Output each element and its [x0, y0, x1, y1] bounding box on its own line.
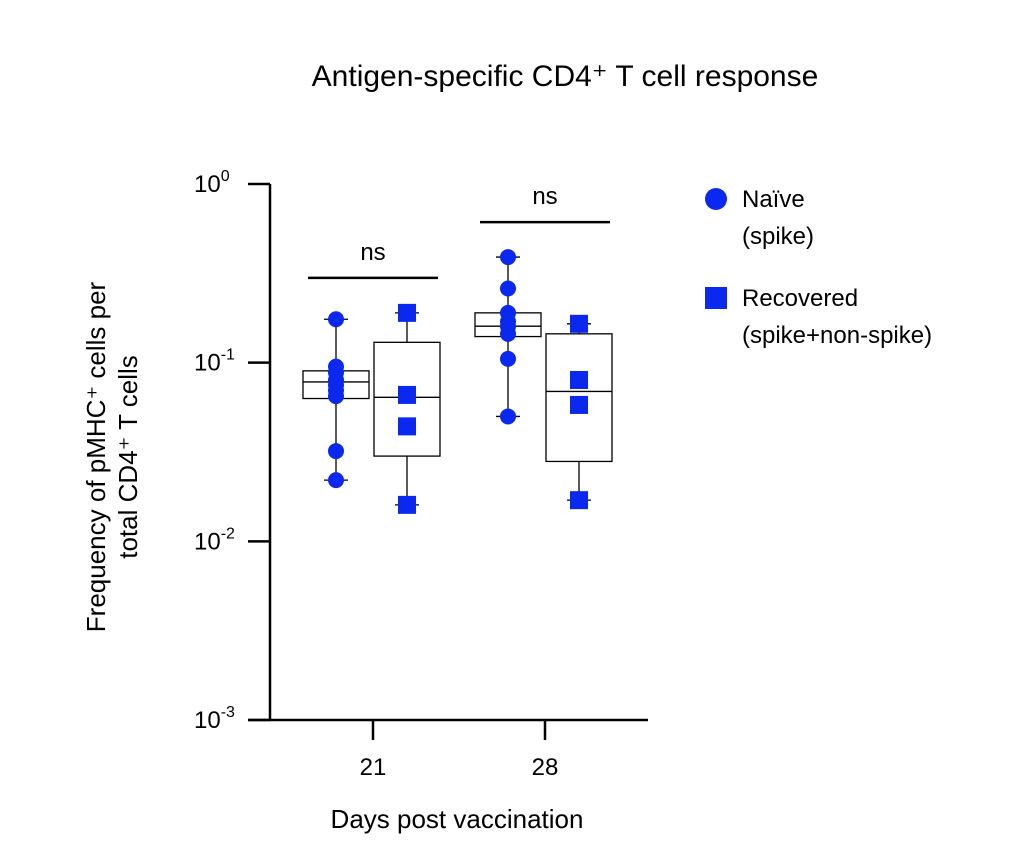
- data-point: [500, 325, 516, 342]
- data-point: [398, 495, 416, 514]
- data-point: [570, 491, 588, 510]
- box-group: [474, 249, 542, 425]
- y-axis-label-line2: total CD4⁺ T cells: [113, 355, 143, 559]
- data-point: [570, 370, 588, 389]
- y-tick-label: 100: [194, 168, 230, 198]
- chart-title: Antigen-specific CD4⁺ T cell response: [312, 60, 819, 93]
- legend: Naïve (spike) Recovered (spike+non-spike): [705, 186, 932, 349]
- data-point: [570, 395, 588, 414]
- legend-label-line2: (spike+non-spike): [742, 322, 932, 349]
- data-point: [328, 388, 344, 405]
- data-point: [398, 303, 416, 322]
- y-tick-label: 10-1: [194, 347, 235, 377]
- legend-marker-square: [705, 287, 727, 309]
- box: [373, 341, 441, 457]
- box: [545, 333, 613, 463]
- significance-label: ns: [532, 183, 557, 210]
- y-tick-label: 10-3: [194, 704, 235, 734]
- legend-marker-circle: [705, 188, 727, 210]
- axes: 100 10-1 10-2 10-3 21 28: [194, 168, 648, 781]
- data-point: [398, 417, 416, 436]
- data-point: [328, 472, 344, 489]
- significance-annotations: ns ns: [308, 183, 610, 280]
- data-point: [328, 311, 344, 328]
- significance-label: ns: [360, 239, 385, 266]
- box-group: [302, 311, 370, 489]
- legend-label-line1: Recovered: [742, 285, 858, 312]
- data-point: [500, 249, 516, 266]
- y-axis-label-line1: Frequency of pMHC⁺ cells per: [81, 281, 111, 632]
- x-tick-label: 21: [360, 754, 387, 781]
- x-axis-label: Days post vaccination: [331, 804, 584, 834]
- box-group: [373, 303, 441, 514]
- box-group: [545, 314, 613, 510]
- data-point: [570, 314, 588, 333]
- y-tick-label: 10-2: [194, 525, 235, 555]
- plot-area: [302, 249, 613, 514]
- x-tick-label: 28: [532, 754, 559, 781]
- data-point: [500, 408, 516, 425]
- data-point: [500, 280, 516, 297]
- data-point: [398, 385, 416, 404]
- data-point: [328, 443, 344, 460]
- y-axis-label: Frequency of pMHC⁺ cells per total CD4⁺ …: [81, 281, 143, 632]
- legend-label-line1: Naïve: [742, 186, 805, 213]
- legend-label-line2: (spike): [742, 223, 814, 250]
- data-point: [500, 350, 516, 367]
- legend-item: Naïve (spike): [705, 186, 814, 250]
- legend-item: Recovered (spike+non-spike): [705, 285, 932, 349]
